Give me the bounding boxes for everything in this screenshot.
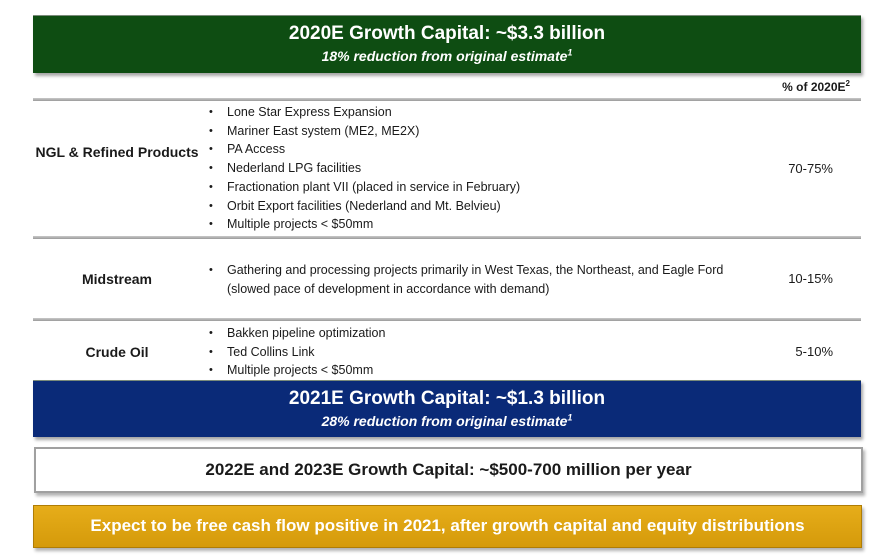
list-item: Ted Collins Link <box>207 343 385 362</box>
list-item: Lone Star Express Expansion <box>207 103 520 122</box>
divider <box>33 318 861 321</box>
banner-2020-subtitle: 18% reduction from original estimate1 <box>33 47 861 65</box>
banner-2021-subtitle: 28% reduction from original estimate1 <box>33 412 861 430</box>
row-percent: 70-75% <box>788 161 833 176</box>
growth-capital-2022-2023-box: 2022E and 2023E Growth Capital: ~$500-70… <box>34 447 863 493</box>
bullet-list: Bakken pipeline optimization Ted Collins… <box>207 324 385 380</box>
list-item: PA Access <box>207 140 520 159</box>
percent-column-header: % of 2020E2 <box>782 79 850 95</box>
row-percent: 5-10% <box>795 344 833 359</box>
percent-column-header-text: % of 2020E <box>782 80 846 94</box>
list-item: Gathering and processing projects primar… <box>207 261 747 298</box>
list-item: Nederland LPG facilities <box>207 159 520 178</box>
growth-capital-2021-banner: 2021E Growth Capital: ~$1.3 billion 28% … <box>33 380 861 437</box>
divider <box>33 236 861 239</box>
list-item: Bakken pipeline optimization <box>207 324 385 343</box>
footnote-marker: 1 <box>567 47 573 58</box>
list-item: Multiple projects < $50mm <box>207 361 385 380</box>
list-item: Mariner East system (ME2, ME2X) <box>207 122 520 141</box>
list-item: Multiple projects < $50mm <box>207 215 520 234</box>
list-item: Fractionation plant VII (placed in servi… <box>207 178 520 197</box>
free-cash-flow-box: Expect to be free cash flow positive in … <box>33 505 862 548</box>
footnote-marker: 1 <box>567 412 573 423</box>
table-row: Crude Oil Bakken pipeline optimization T… <box>33 323 861 380</box>
row-label: NGL & Refined Products <box>35 144 199 160</box>
row-label: Crude Oil <box>85 344 149 360</box>
bullet-list: Gathering and processing projects primar… <box>207 261 747 298</box>
table-row: Midstream Gathering and processing proje… <box>33 240 861 316</box>
list-item: Orbit Export facilities (Nederland and M… <box>207 197 520 216</box>
growth-capital-2020-banner: 2020E Growth Capital: ~$3.3 billion 18% … <box>33 15 861 73</box>
row-label: Midstream <box>81 271 153 287</box>
banner-2020-title: 2020E Growth Capital: ~$3.3 billion <box>288 23 606 44</box>
bullet-list: Lone Star Express Expansion Mariner East… <box>207 103 520 234</box>
footnote-marker: 2 <box>845 79 850 88</box>
table-row: NGL & Refined Products Lone Star Express… <box>33 103 861 234</box>
divider <box>33 98 861 101</box>
banner-2021-subtitle-text: 28% reduction from original estimate <box>321 413 568 429</box>
banner-2020-subtitle-text: 18% reduction from original estimate <box>321 48 568 64</box>
banner-2021-title: 2021E Growth Capital: ~$1.3 billion <box>288 388 606 409</box>
row-percent: 10-15% <box>788 271 833 286</box>
